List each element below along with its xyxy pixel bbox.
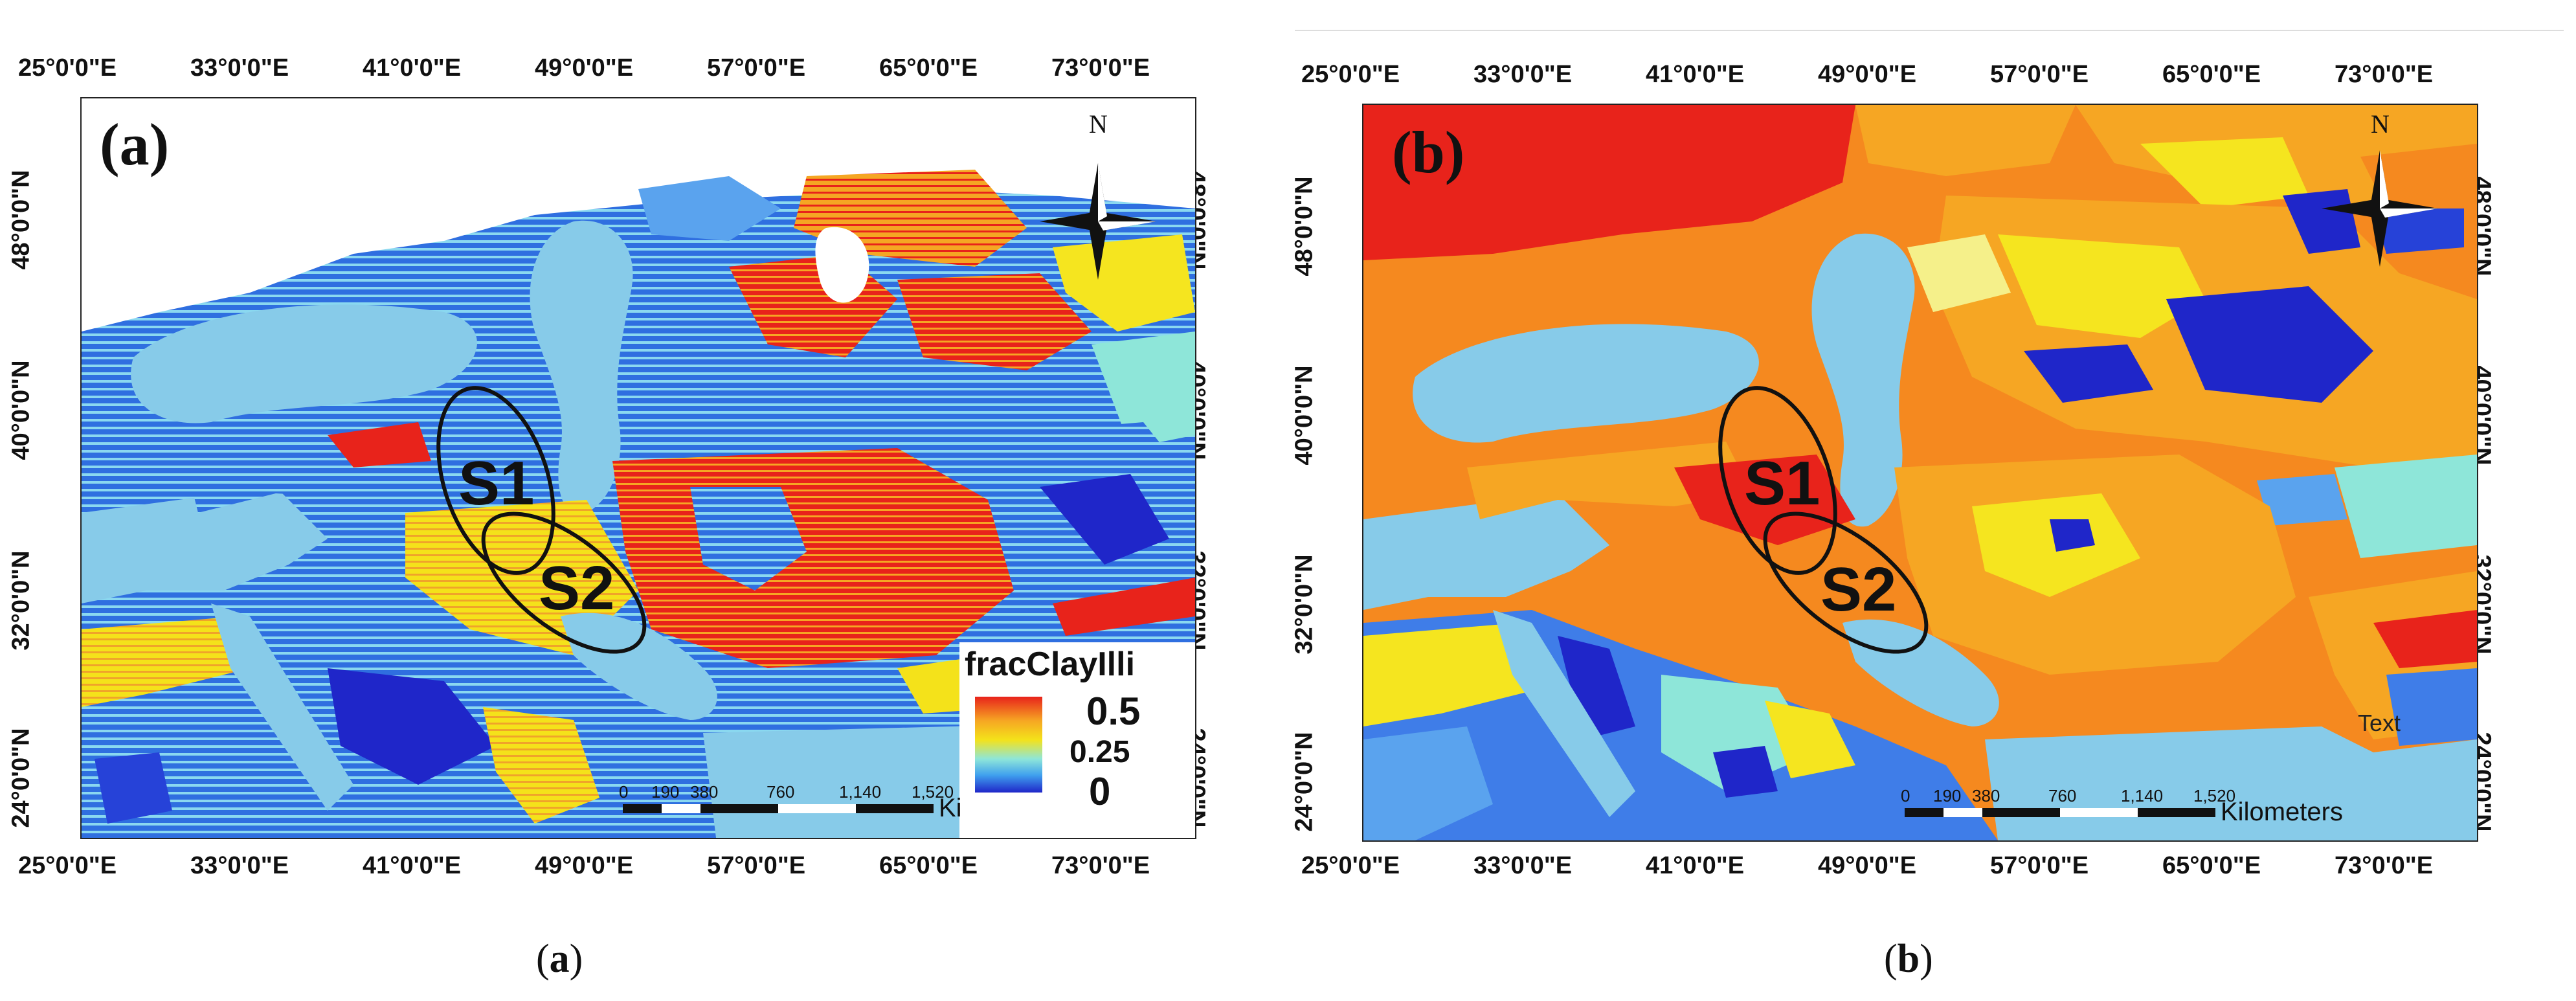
panel-label-b: (b) <box>1392 119 1465 185</box>
tick-bottom-a-2: 41°0'0"E <box>363 852 462 879</box>
top-rule-b <box>1295 30 2564 31</box>
tick-top-a-6: 73°0'0"E <box>1051 54 1150 82</box>
tick-bottom-a-6: 73°0'0"E <box>1051 852 1150 879</box>
site-label-s1-b: S1 <box>1744 449 1820 518</box>
scale-bar-a: 0 190 380 760 1,140 1,520 Ki <box>619 782 962 822</box>
tick-top-a-0: 25°0'0"E <box>18 54 117 82</box>
text-note-b: Text <box>2358 710 2401 736</box>
tick-top-a-2: 41°0'0"E <box>363 54 462 82</box>
scale-bar-b: 0 190 380 760 1,140 1,520 Kilometers <box>1901 786 2358 826</box>
legend-title: fracClayIlli <box>965 646 1136 683</box>
caption-a: (a) <box>536 937 583 981</box>
map-panel-b: 25°0'0"E 33°0'0"E 41°0'0"E 49°0'0"E 57°0… <box>1282 0 2576 1001</box>
map-panel-a: 25°0'0"E 33°0'0"E 41°0'0"E 49°0'0"E 57°0… <box>0 0 1269 1001</box>
tick-bottom-a-3: 49°0'0"E <box>535 852 634 879</box>
map-frame-a: (a) N S1 S2 fracClayIlli 0.5 0.25 0 0 19… <box>80 97 1196 839</box>
tick-top-a-5: 65°0'0"E <box>879 54 978 82</box>
north-label-b: N <box>2371 109 2390 139</box>
legend-mid: 0.25 <box>1070 735 1130 769</box>
tick-bottom-a-5: 65°0'0"E <box>879 852 978 879</box>
tick-left-b-0: 48°0'0"N <box>1290 176 1318 276</box>
tick-left-a-1: 40°0'0"N <box>7 360 35 460</box>
tick-top-a-1: 33°0'0"E <box>190 54 289 82</box>
map-frame-b: (b) N S1 S2 Text 0 190 380 760 1,140 1,5… <box>1362 104 2478 842</box>
tick-left-a-2: 32°0'0"N <box>7 550 35 651</box>
tick-bottom-a-1: 33°0'0"E <box>190 852 289 879</box>
scale-label-0: 0 <box>1901 786 1910 805</box>
tick-top-b-5: 65°0'0"E <box>2162 61 2261 88</box>
tick-top-b-2: 41°0'0"E <box>1646 61 1745 88</box>
caption-b: (b) <box>1884 937 1933 981</box>
tick-bottom-a-0: 25°0'0"E <box>18 852 117 879</box>
scale-label-1: 190 <box>1933 786 1962 805</box>
tick-top-a-4: 57°0'0"E <box>707 54 806 82</box>
tick-top-b-3: 49°0'0"E <box>1818 61 1917 88</box>
north-label-a: N <box>1089 109 1108 139</box>
scale-label-5: 1,520 <box>2193 786 2236 805</box>
tick-left-b-2: 32°0'0"N <box>1290 554 1318 655</box>
site-ellipse-s2 <box>481 512 647 654</box>
compass-icon <box>1040 163 1156 280</box>
tick-top-b-4: 57°0'0"E <box>1990 61 2089 88</box>
scale-label-1: 190 <box>651 782 680 802</box>
scale-label-3: 760 <box>2048 786 2077 805</box>
site-ellipse-s2-b <box>1763 512 1929 654</box>
tick-left-a-3: 24°0'0"N <box>7 728 35 828</box>
color-legend-a: fracClayIlli 0.5 0.25 0 <box>959 642 1195 838</box>
tick-bottom-b-0: 25°0'0"E <box>1301 852 1400 879</box>
legend-min: 0 <box>1089 770 1111 813</box>
scale-unit-b: Kilometers <box>2221 798 2343 826</box>
scale-label-2: 380 <box>1972 786 2000 805</box>
tick-top-b-1: 33°0'0"E <box>1473 61 1573 88</box>
tick-left-b-1: 40°0'0"N <box>1290 365 1318 466</box>
panel-label-a: (a) <box>100 111 170 177</box>
legend-colorbar <box>975 697 1042 793</box>
tick-top-a-3: 49°0'0"E <box>535 54 634 82</box>
scale-label-3: 760 <box>767 782 795 802</box>
tick-left-a-0: 48°0'0"N <box>7 170 35 270</box>
map-graphic-a <box>82 98 1195 838</box>
tick-bottom-b-5: 65°0'0"E <box>2162 852 2261 879</box>
tick-bottom-a-4: 57°0'0"E <box>707 852 806 879</box>
scale-label-2: 380 <box>690 782 719 802</box>
scale-label-5: 1,520 <box>912 782 954 802</box>
site-ellipse-s1 <box>436 386 555 575</box>
tick-top-b-6: 73°0'0"E <box>2335 61 2434 88</box>
scale-unit-a: Ki <box>939 794 962 822</box>
tick-left-b-3: 24°0'0"N <box>1290 732 1318 832</box>
scale-label-4: 1,140 <box>839 782 882 802</box>
site-ellipse-s1-b <box>1718 386 1837 575</box>
compass-icon <box>2322 150 2438 267</box>
tick-bottom-b-2: 41°0'0"E <box>1646 852 1745 879</box>
tick-bottom-b-4: 57°0'0"E <box>1990 852 2089 879</box>
tick-top-b-0: 25°0'0"E <box>1301 61 1400 88</box>
site-label-s2-a: S2 <box>539 554 615 623</box>
scale-label-0: 0 <box>619 782 629 802</box>
tick-bottom-b-1: 33°0'0"E <box>1473 852 1573 879</box>
site-label-s1-a: S1 <box>458 449 535 518</box>
tick-bottom-b-3: 49°0'0"E <box>1818 852 1917 879</box>
map-graphic-b <box>1363 105 2477 840</box>
scale-label-4: 1,140 <box>2121 786 2164 805</box>
legend-max: 0.5 <box>1086 690 1141 733</box>
tick-bottom-b-6: 73°0'0"E <box>2335 852 2434 879</box>
site-label-s2-b: S2 <box>1820 555 1897 624</box>
